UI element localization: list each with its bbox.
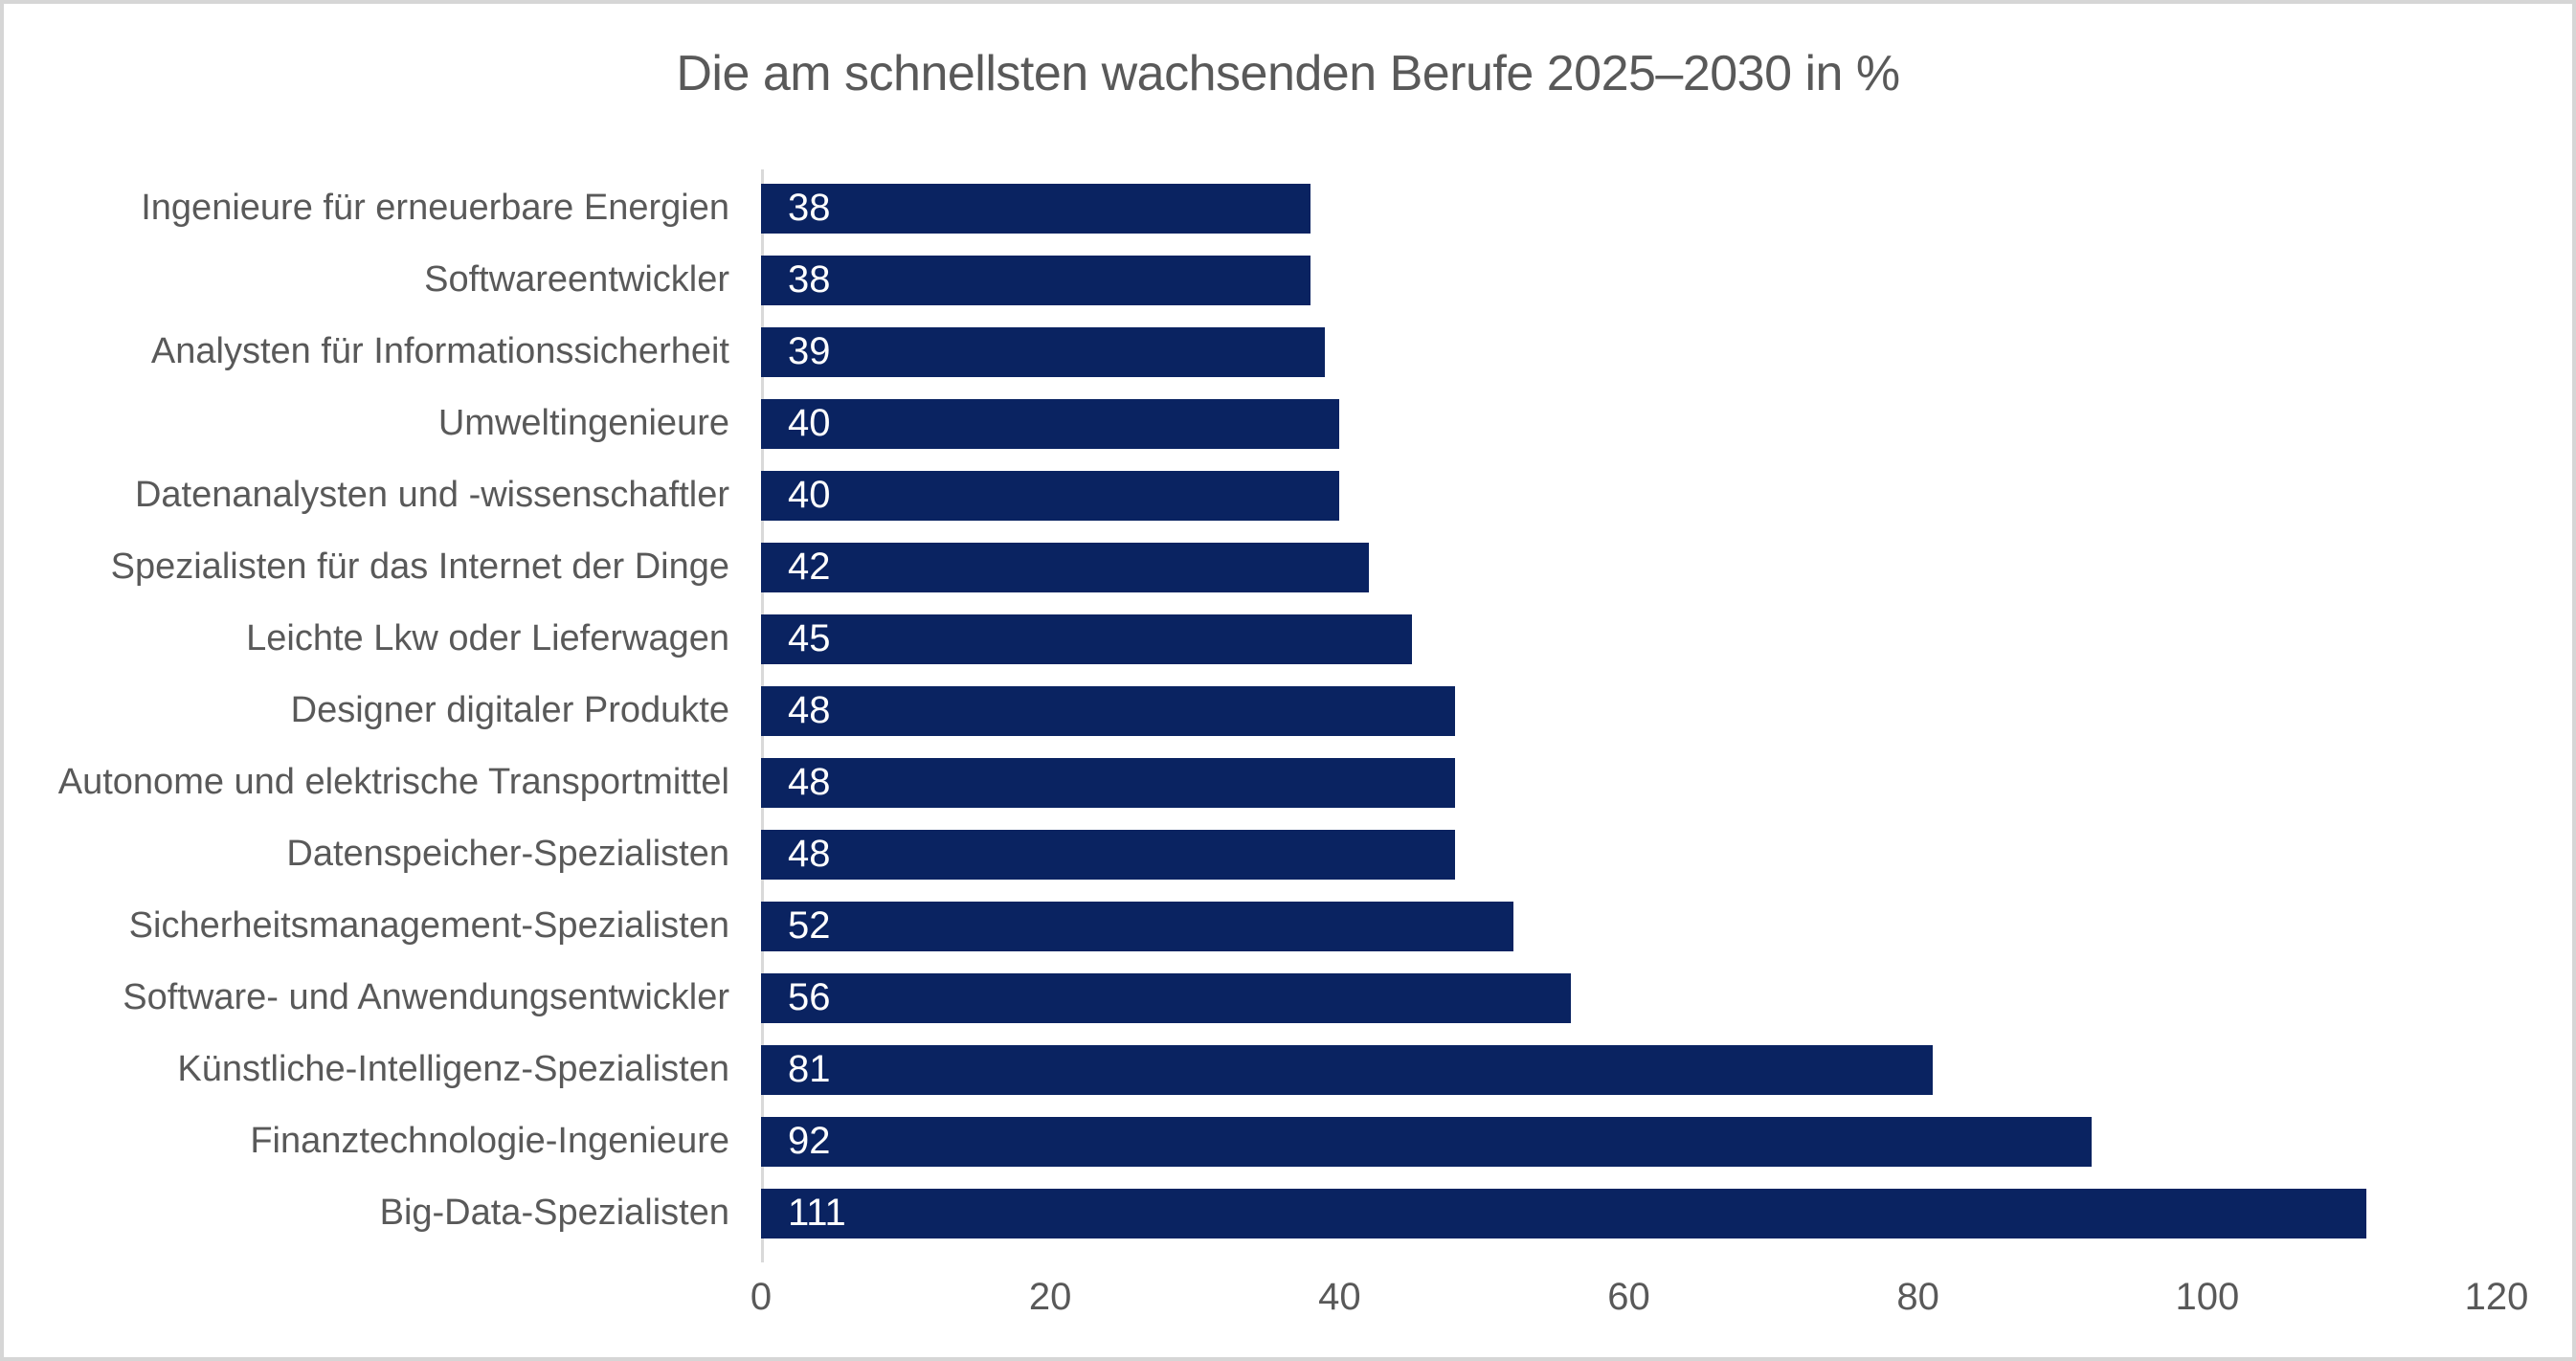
category-label: Umweltingenieure [437,402,729,443]
bar-row: Spezialisten für das Internet der Dinge 4… [4,531,2572,603]
bar-value-label: 39 [788,330,831,373]
bar: 40 [761,398,1340,449]
bar-value-label: 81 [788,1048,831,1091]
bar-track: 40 [761,470,2497,521]
x-tick-label: 80 [1896,1276,1939,1319]
bar-track: 48 [761,685,2497,736]
bar-track: 92 [761,1116,2497,1167]
bar-track: 38 [761,255,2497,305]
category-label: Analysten für Informationssicherheit [150,330,729,371]
bar-value-label: 38 [788,258,831,301]
bar-track: 111 [761,1188,2497,1238]
bar: 45 [761,614,1412,664]
bar: 111 [761,1188,2367,1238]
bar-value-label: 48 [788,833,831,876]
bar-rows: Ingenieure für erneuerbare Energien 38 Sof… [4,169,2572,1263]
chart-title: Die am schnellsten wachsenden Berufe 202… [676,46,1900,101]
bar-track: 52 [761,901,2497,951]
category-label: Datenspeicher-Spezialisten [286,833,729,874]
bar-row: Leichte Lkw oder Lieferwagen 45 [4,603,2572,675]
bar: 48 [761,757,1456,808]
bar-value-label: 56 [788,976,831,1019]
category-label: Finanztechnologie-Ingenieure [250,1120,729,1161]
bar-value-label: 48 [788,689,831,732]
bar-value-label: 40 [788,474,831,517]
category-label: Autonome und elektrische Transportmittel [57,761,729,802]
bar-row: Analysten für Informationssicherheit 39 [4,316,2572,388]
bar: 81 [761,1044,1933,1095]
bar-row: Datenspeicher-Spezialisten 48 [4,818,2572,890]
bar-row: Designer digitaler Produkte 48 [4,675,2572,747]
x-tick-label: 100 [2175,1276,2240,1319]
x-axis: 0 20 40 60 80 100 120 [750,1276,2529,1333]
bar-track: 48 [761,829,2497,880]
x-tick-label: 20 [1028,1276,1072,1319]
bar-value-label: 52 [788,904,831,948]
bar-value-label: 40 [788,402,831,445]
bar: 38 [761,183,1311,234]
bar-row: Autonome und elektrische Transportmittel… [4,747,2572,818]
bar-value-label: 48 [788,761,831,804]
bar-row: Ingenieure für erneuerbare Energien 38 [4,172,2572,244]
bar-row: Datenanalysten und -wissenschaftler 40 [4,459,2572,531]
bar-track: 39 [761,326,2497,377]
bar-row: Softwareentwickler 38 [4,244,2572,316]
x-tick-label: 40 [1318,1276,1361,1319]
bar: 92 [761,1116,2092,1167]
bar-value-label: 45 [788,617,831,660]
bar-row: Software- und Anwendungsentwickler 56 [4,962,2572,1034]
bar: 39 [761,326,1326,377]
category-label: Leichte Lkw oder Lieferwagen [246,617,729,658]
plot-area: Ingenieure für erneuerbare Energien 38 Sof… [4,169,2572,1333]
x-tick-label: 0 [750,1276,773,1319]
bar-track: 81 [761,1044,2497,1095]
bar-track: 56 [761,972,2497,1023]
bar: 48 [761,829,1456,880]
category-label: Datenanalysten und -wissenschaftler [134,474,729,515]
bar-row: Big-Data-Spezialisten 111 [4,1177,2572,1249]
bar: 42 [761,542,1369,592]
category-label: Spezialisten für das Internet der Dinge [110,546,729,587]
category-label: Softwareentwickler [424,258,729,300]
category-label: Software- und Anwendungsentwickler [123,976,729,1017]
bar-track: 38 [761,183,2497,234]
bar-track: 45 [761,614,2497,664]
bar-track: 42 [761,542,2497,592]
bar: 52 [761,901,1513,951]
bar-value-label: 38 [788,187,831,230]
x-tick-label: 120 [2464,1276,2529,1319]
bar-row: Umweltingenieure 40 [4,388,2572,459]
bar: 40 [761,470,1340,521]
bar-value-label: 42 [788,546,831,589]
x-tick-label: 60 [1607,1276,1650,1319]
bar-row: Künstliche-Intelligenz-Spezialisten 81 [4,1034,2572,1105]
bar-row: Finanztechnologie-Ingenieure 92 [4,1105,2572,1177]
category-label: Ingenieure für erneuerbare Energien [141,187,729,228]
bar: 38 [761,255,1311,305]
bar-track: 40 [761,398,2497,449]
bar-value-label: 92 [788,1120,831,1163]
category-label: Künstliche-Intelligenz-Spezialisten [177,1048,729,1089]
category-label: Designer digitaler Produkte [290,689,729,730]
category-label: Sicherheitsmanagement-Spezialisten [128,904,729,946]
bar-value-label: 111 [788,1192,846,1235]
category-label: Big-Data-Spezialisten [379,1192,729,1233]
bar: 48 [761,685,1456,736]
bar-row: Sicherheitsmanagement-Spezialisten 52 [4,890,2572,962]
bar-track: 48 [761,757,2497,808]
bar: 56 [761,972,1572,1023]
